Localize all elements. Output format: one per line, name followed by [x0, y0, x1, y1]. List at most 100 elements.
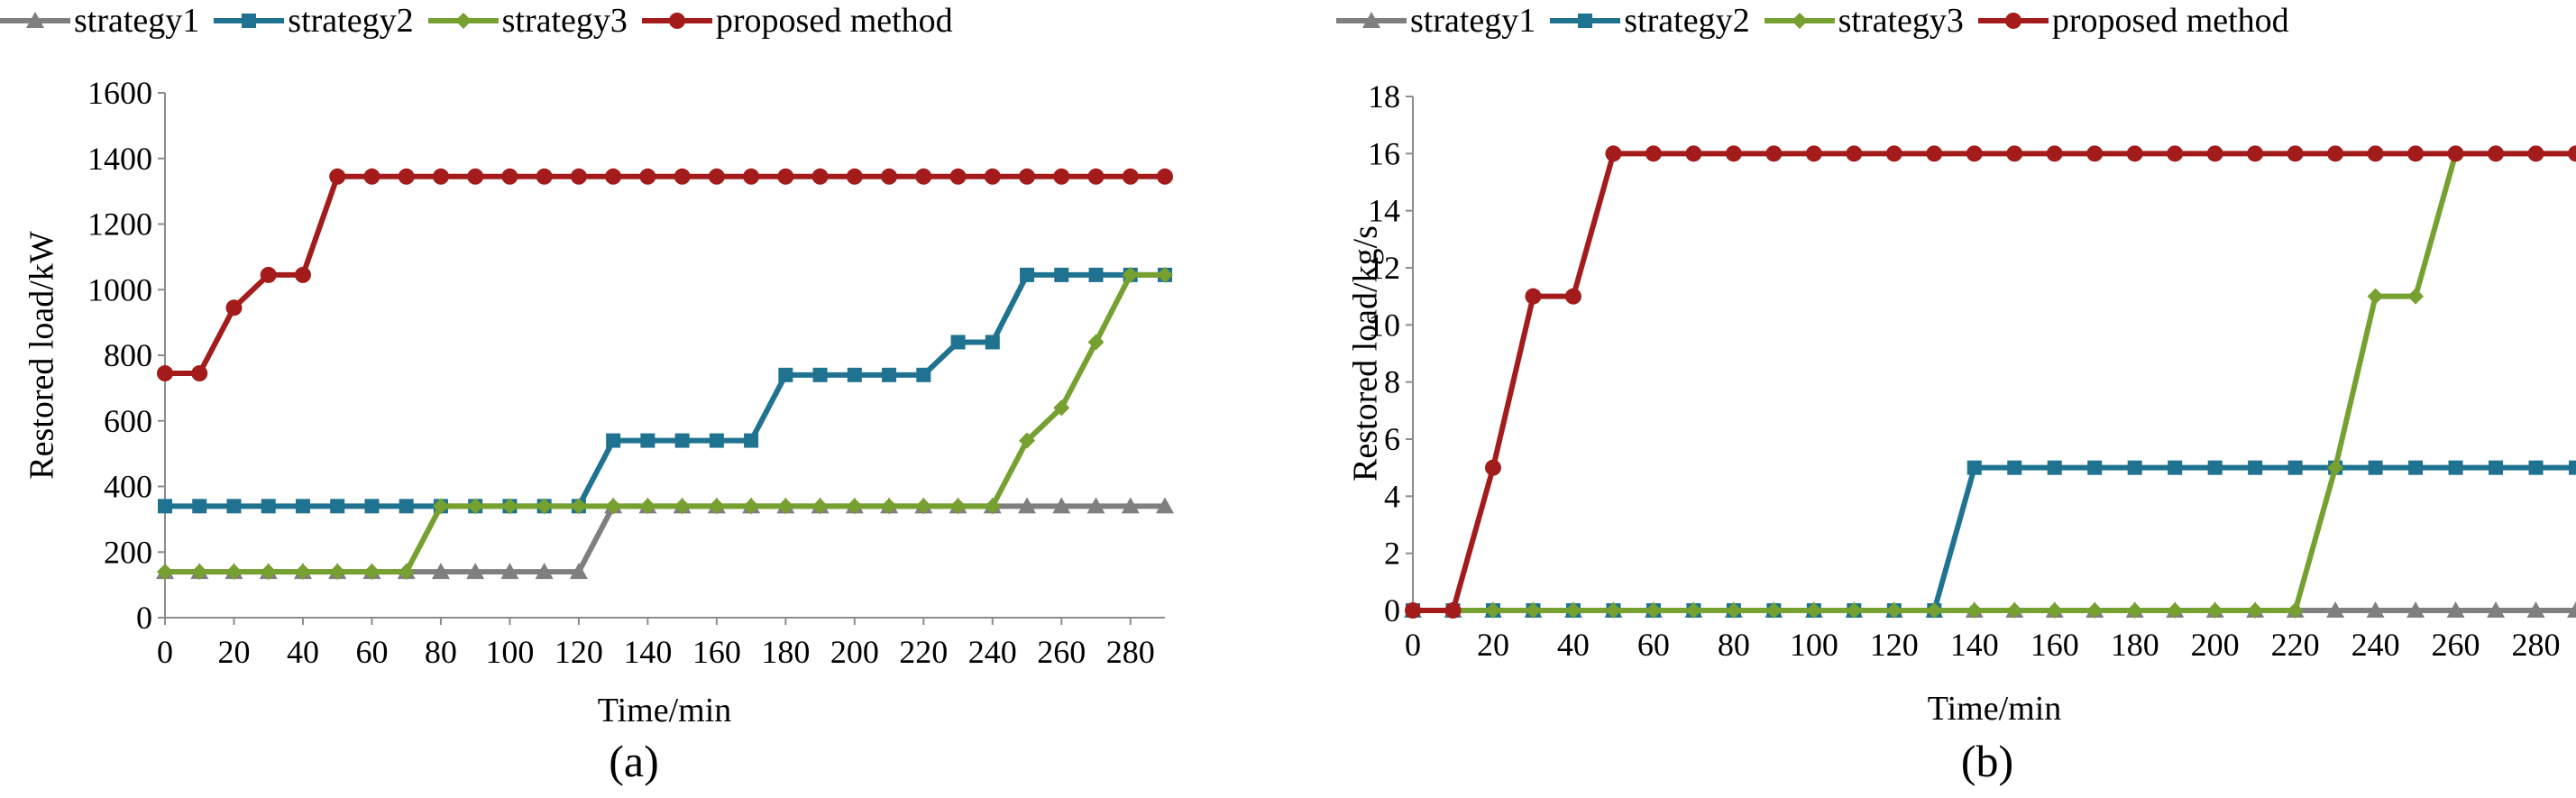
x-tick-label-b: 80: [1718, 627, 1750, 663]
data-point-strategy3-a: [536, 498, 553, 515]
data-point-strategy3-b: [2167, 602, 2184, 619]
legend-label-proposed-method: proposed method: [715, 2, 953, 40]
data-point-strategy3-a: [260, 564, 277, 581]
data-point-strategy2-a: [192, 499, 207, 514]
data-point-proposed-method-b: [2327, 145, 2344, 162]
data-point-strategy3-b: [1645, 602, 1662, 619]
y-tick-label-a: 1200: [87, 206, 152, 243]
data-point-strategy3-b: [2287, 602, 2304, 619]
data-point-strategy3-a: [811, 498, 829, 515]
data-point-proposed-method-b: [2006, 145, 2023, 162]
data-point-proposed-method-b: [2287, 145, 2304, 162]
data-point-strategy2-a: [744, 433, 759, 448]
legend-label-proposed-method: proposed method: [2051, 2, 2289, 40]
data-point-proposed-method-a: [1019, 168, 1036, 185]
data-point-strategy3-b: [1966, 602, 1983, 619]
data-point-proposed-method-b: [2086, 145, 2104, 162]
x-tick-label-b: 260: [2432, 627, 2480, 663]
data-point-strategy2-a: [1054, 267, 1069, 282]
y-tick-label-a: 1600: [87, 75, 152, 111]
data-point-strategy3-a: [157, 564, 173, 581]
y-tick-label-b: 0: [1384, 592, 1400, 628]
y-tick-label-b: 2: [1384, 536, 1400, 572]
data-point-strategy3-a: [570, 498, 587, 515]
data-point-strategy2-a: [606, 433, 621, 448]
data-point-strategy1-b: [2526, 601, 2545, 618]
data-point-strategy3-b: [2126, 602, 2143, 619]
data-point-proposed-method-a: [570, 168, 587, 185]
data-point-strategy3-a: [225, 564, 243, 581]
data-point-strategy2-b: [2047, 460, 2062, 475]
data-point-strategy3-b: [1484, 602, 1501, 619]
data-point-strategy1-a: [1052, 497, 1071, 514]
data-point-strategy1-a: [1086, 497, 1105, 514]
data-point-strategy2-b: [1966, 460, 1982, 475]
data-point-strategy2-a: [226, 499, 242, 514]
y-tick-label-b: 8: [1384, 364, 1400, 400]
data-point-proposed-method-a: [191, 365, 208, 382]
caption-b: (b): [1960, 736, 2014, 786]
data-point-strategy1-b: [2487, 601, 2506, 618]
legend-item-strategy2: strategy2: [214, 1, 414, 41]
legend-item-proposed-method: proposed method: [641, 1, 953, 41]
data-point-proposed-method-a: [777, 168, 794, 185]
data-point-strategy3-a: [363, 564, 380, 581]
x-tick-label-a: 280: [1106, 634, 1155, 670]
chart-a: 0 200 400 600 800 1000 1200 1400 1600 0 20 40 60 80 10…: [23, 75, 1174, 729]
data-point-strategy3-a: [432, 498, 449, 515]
data-point-proposed-method-b: [2367, 145, 2384, 162]
data-point-strategy3-a: [846, 498, 863, 515]
data-point-strategy2-a: [640, 433, 655, 448]
data-point-proposed-method-a: [674, 168, 691, 185]
y-axis-title-a: Restored load/kW: [23, 231, 61, 480]
legend-label-strategy1: strategy1: [1410, 2, 1536, 40]
data-point-proposed-method-b: [1846, 145, 1863, 162]
data-point-strategy1-a: [431, 563, 450, 580]
legend-item-strategy1: strategy1: [1336, 1, 1536, 41]
legend-item-strategy1: strategy1: [0, 1, 199, 41]
series-proposed-method-a: [157, 168, 1173, 382]
data-point-strategy2-a: [916, 367, 931, 382]
data-point-proposed-method-b: [1605, 145, 1622, 162]
data-point-strategy3-a: [1087, 334, 1105, 351]
legend-swatch-strategy1: [1336, 12, 1407, 28]
legend-b: strategy1 strategy2 strategy3 proposed meth…: [1336, 0, 2304, 41]
data-point-proposed-method-a: [294, 266, 311, 283]
data-point-strategy1-a: [466, 563, 485, 580]
y-tick-label-b: 18: [1368, 78, 1400, 115]
x-tick-label-b: 40: [1557, 627, 1590, 663]
data-point-strategy3-b: [1885, 602, 1902, 619]
data-point-strategy3-a: [915, 498, 932, 515]
series-strategy2-a: [158, 267, 1172, 514]
data-point-proposed-method-b: [1484, 459, 1501, 476]
data-point-strategy3-a: [1157, 266, 1173, 283]
data-point-strategy3-b: [2046, 602, 2063, 619]
data-point-strategy1-a: [1156, 497, 1174, 514]
y-tick-label-b: 6: [1384, 421, 1400, 457]
series-line-strategy3-b: [1413, 151, 2576, 613]
data-point-strategy2-a: [812, 367, 828, 382]
data-point-strategy1-a: [1018, 497, 1037, 514]
data-point-strategy3-a: [984, 498, 1001, 515]
x-tick-label-b: 100: [1790, 627, 1838, 663]
data-point-strategy3-b: [1805, 602, 1822, 619]
legend-label-strategy1: strategy1: [74, 2, 200, 40]
data-point-strategy3-b: [1525, 602, 1542, 619]
series-strategy2-b: [1406, 460, 2576, 618]
y-tick-label-b: 12: [1368, 250, 1400, 286]
y-tick-label-a: 200: [104, 534, 152, 570]
data-point-strategy2-b: [2489, 460, 2504, 475]
data-point-strategy2-a: [364, 499, 380, 514]
data-point-strategy2-b: [2007, 460, 2022, 475]
data-point-strategy3-a: [294, 564, 311, 581]
legend-swatch-strategy3: [427, 13, 499, 29]
legend-swatch-proposed-method: [1977, 13, 2049, 29]
x-tick-label-b: 180: [2111, 627, 2159, 663]
legend-swatch-marker-strategy3: [1791, 13, 1808, 29]
data-point-strategy3-a: [605, 498, 622, 515]
data-point-strategy3-b: [2407, 288, 2425, 305]
y-tick-label-b: 4: [1384, 478, 1400, 514]
data-point-proposed-method-b: [1405, 602, 1421, 619]
data-point-proposed-method-a: [1157, 168, 1173, 185]
